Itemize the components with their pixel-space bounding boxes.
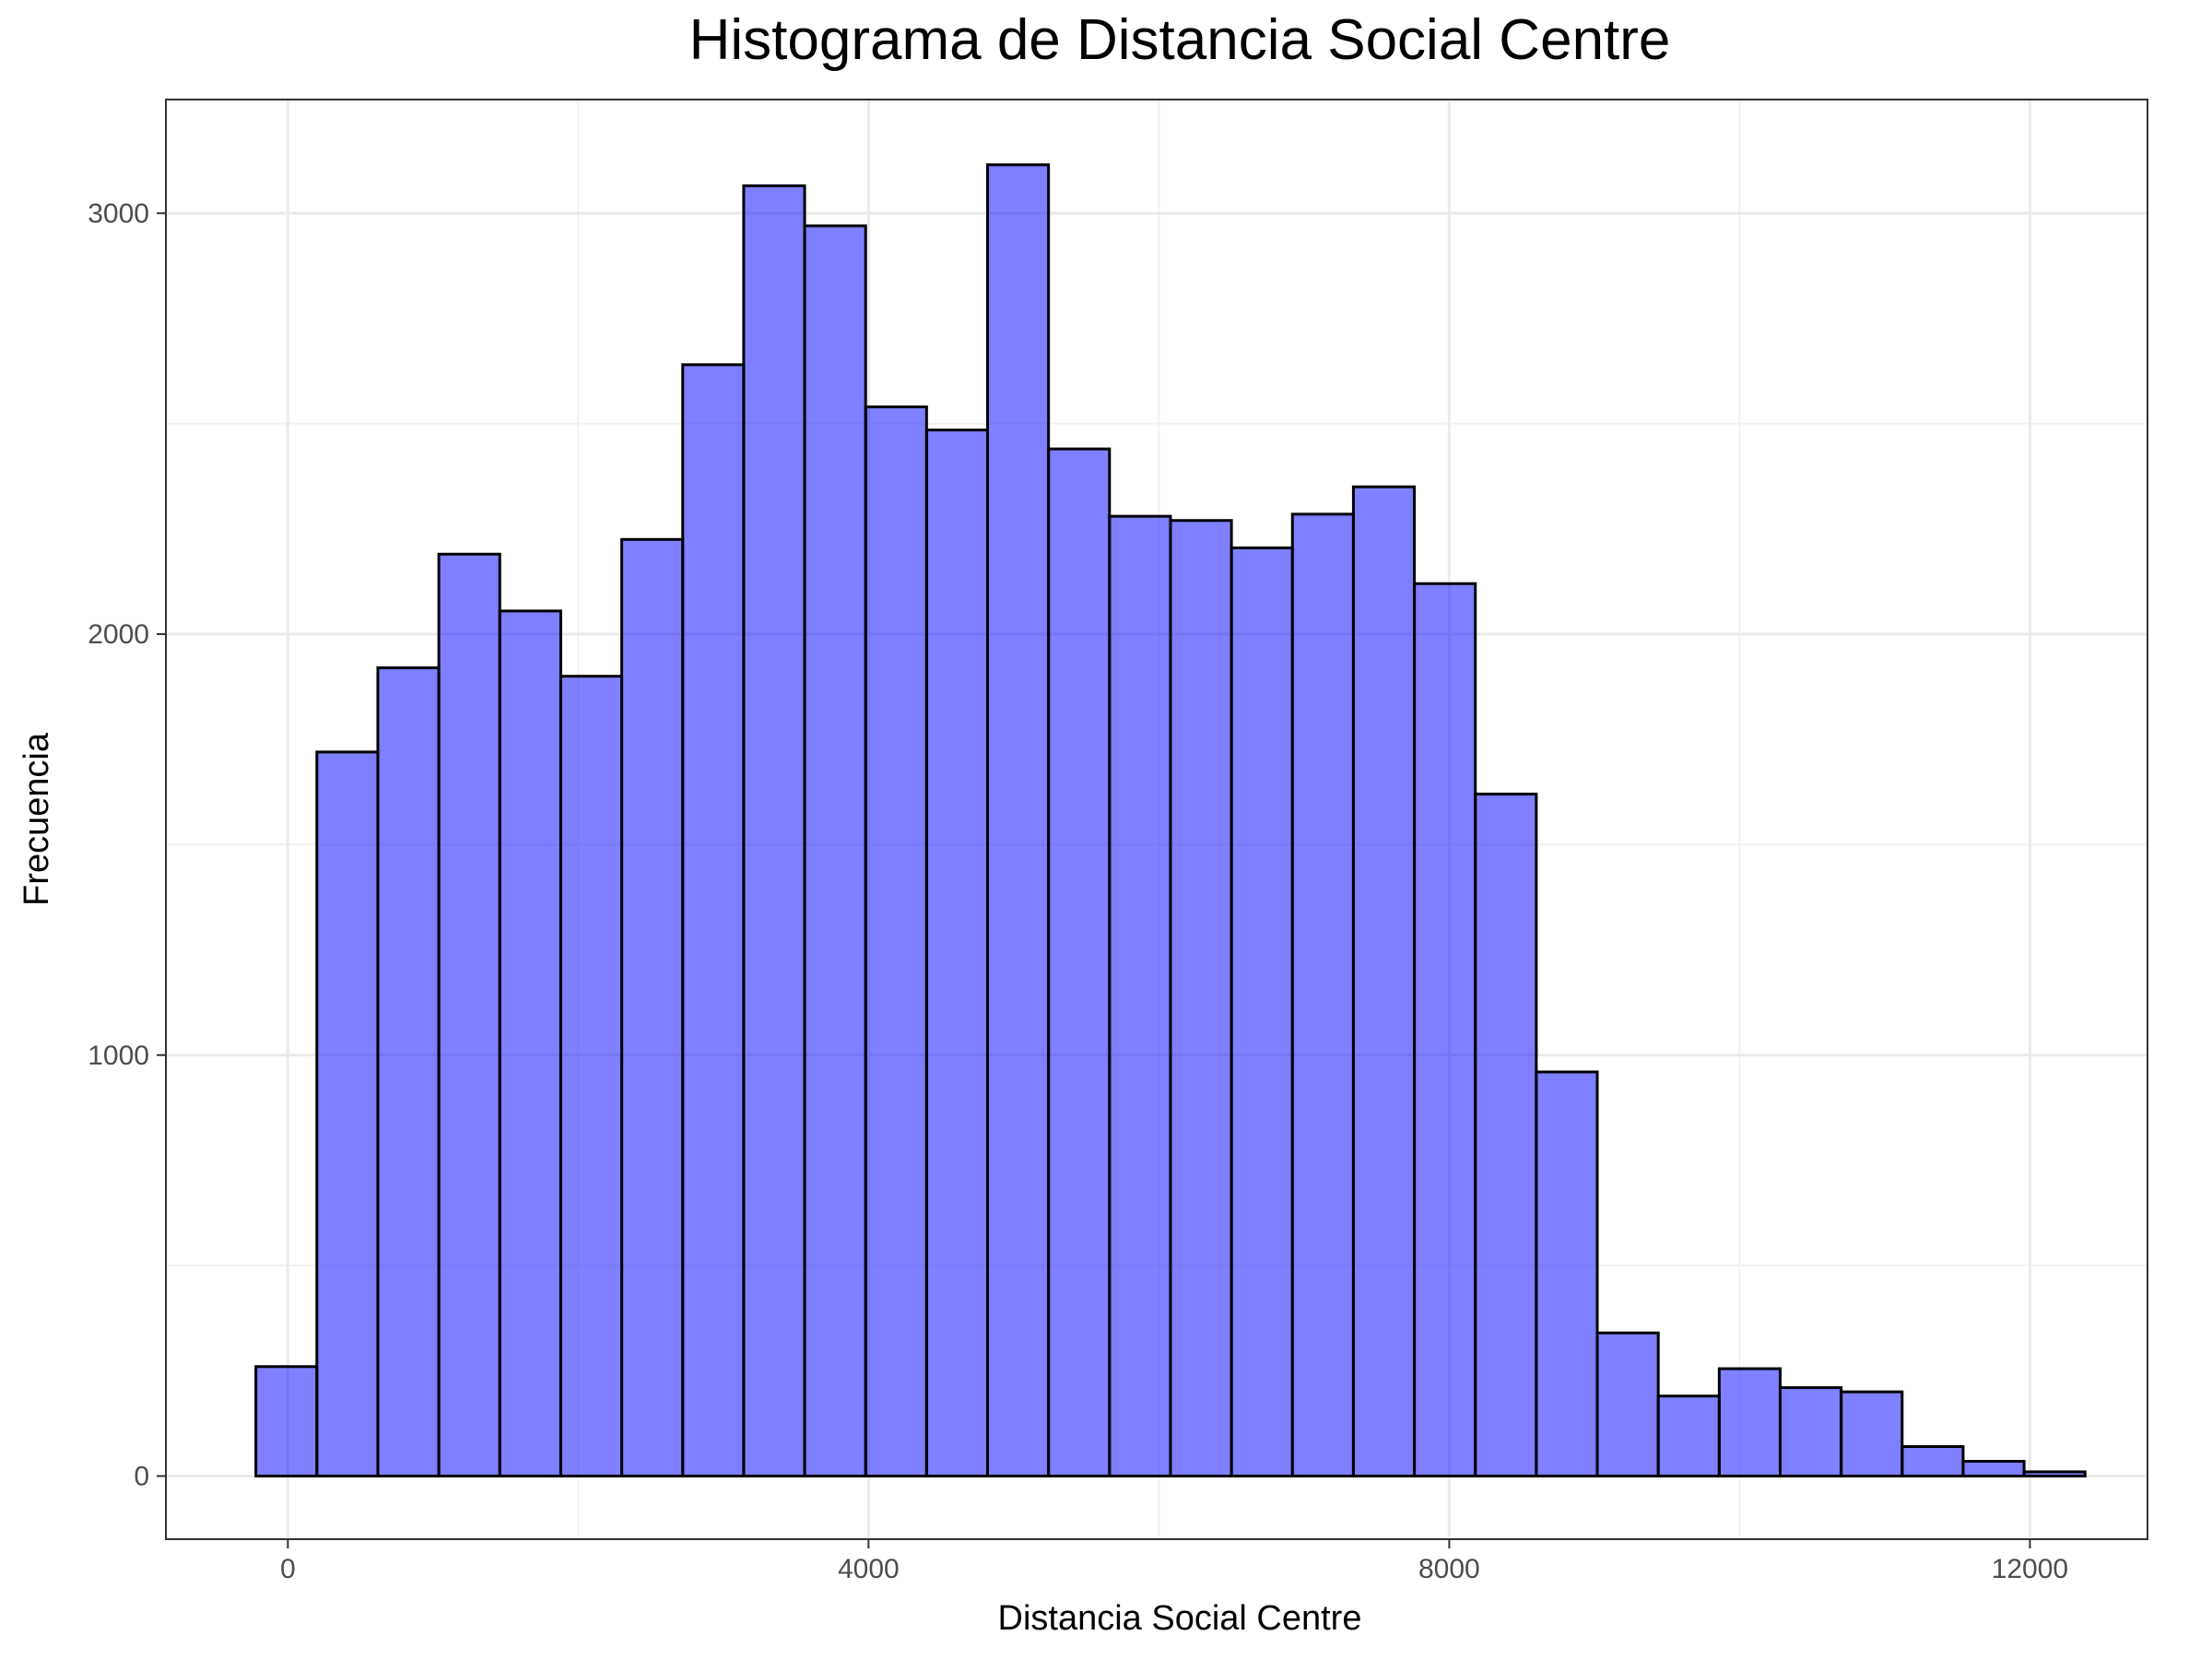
histogram-bar [1108, 514, 1172, 1477]
histogram-bar [1535, 1070, 1599, 1477]
histogram-bar [1840, 1390, 1904, 1477]
histogram-bar [1961, 1460, 2026, 1477]
histogram-bar [559, 675, 624, 1477]
histogram-bar [1351, 485, 1417, 1477]
histogram-bar [1656, 1394, 1721, 1477]
y-tick-label: 1000 [88, 1041, 149, 1071]
histogram-bar [681, 363, 746, 1477]
histogram-bar [1717, 1367, 1783, 1477]
x-tick-label: 0 [280, 1554, 296, 1584]
histogram-bar [315, 750, 380, 1477]
histogram-bar [437, 552, 501, 1477]
histogram-bar [1779, 1386, 1843, 1477]
y-tick-label: 3000 [88, 198, 149, 229]
plot-panel-border [165, 99, 2148, 1540]
x-axis-label: Distancia Social Centre [998, 1599, 1362, 1638]
y-axis-label: Frecuencia [18, 732, 56, 906]
x-tick-label: 12000 [1992, 1554, 2068, 1584]
histogram-bar [376, 666, 441, 1477]
histogram-bar [1474, 793, 1538, 1477]
histogram-bar [1595, 1331, 1660, 1477]
x-tick-label: 4000 [838, 1554, 900, 1584]
histogram-bar [1047, 447, 1112, 1477]
x-axis-ticks: 0 4000 8000 12000 [280, 1539, 2068, 1584]
histogram-bar [924, 429, 990, 1477]
histogram-bar [1290, 512, 1355, 1477]
x-tick-label: 8000 [1418, 1554, 1480, 1584]
y-tick-label: 2000 [88, 619, 149, 650]
histogram-bar [1413, 582, 1477, 1477]
y-axis-ticks: 0 1000 2000 3000 [88, 198, 166, 1491]
histogram-bar [1900, 1445, 1965, 1477]
histogram-bar [2022, 1470, 2087, 1477]
histogram-bar [864, 405, 928, 1477]
histogram-bar [620, 537, 685, 1477]
chart-title: Histograma de Distancia Social Centre [689, 8, 1671, 72]
histogram-bar [254, 1365, 319, 1477]
histogram-bar [803, 224, 867, 1477]
histogram-bar [1169, 519, 1233, 1477]
histogram-bar [1230, 546, 1294, 1477]
histogram-bar [498, 609, 562, 1477]
histogram-bar [986, 163, 1051, 1477]
histogram-bar [742, 184, 806, 1477]
y-tick-label: 0 [134, 1461, 149, 1491]
histogram-bars [254, 163, 2087, 1477]
